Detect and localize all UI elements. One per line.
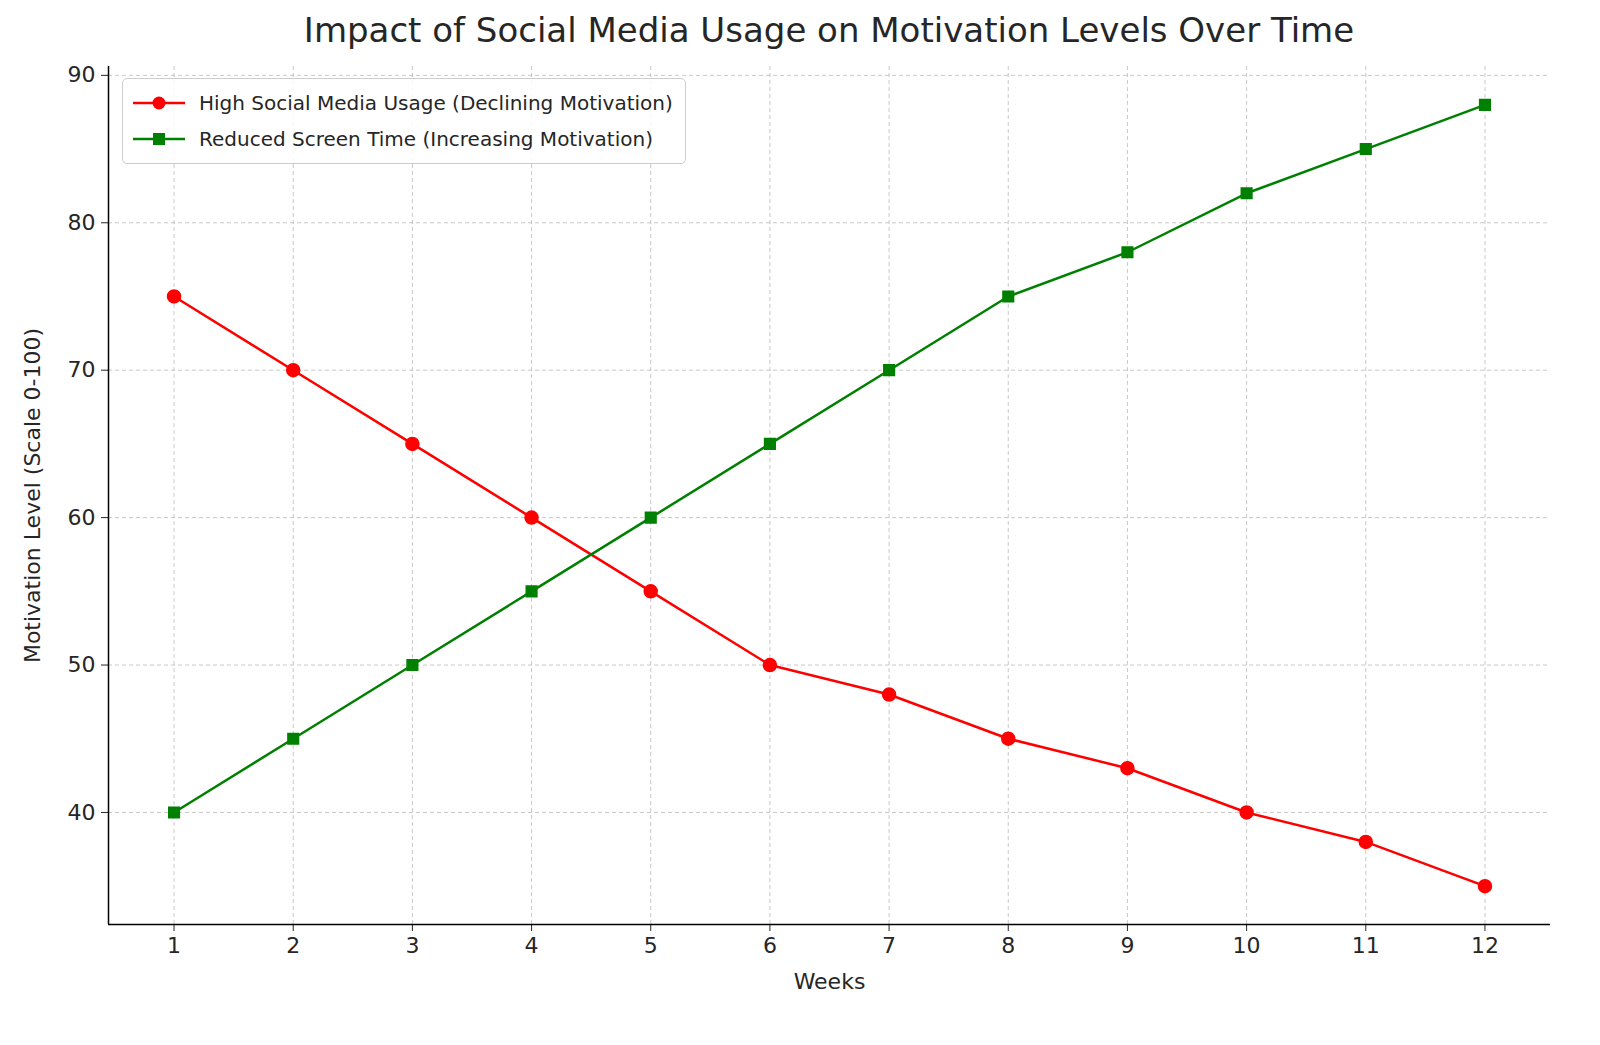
svg-text:2: 2 bbox=[286, 933, 300, 958]
svg-text:Weeks: Weeks bbox=[794, 969, 866, 994]
svg-text:60: 60 bbox=[68, 505, 96, 530]
svg-text:50: 50 bbox=[68, 652, 96, 677]
svg-text:Motivation Level (Scale 0-100): Motivation Level (Scale 0-100) bbox=[20, 328, 45, 663]
svg-text:40: 40 bbox=[68, 799, 96, 824]
svg-text:90: 90 bbox=[68, 62, 96, 87]
svg-text:4: 4 bbox=[525, 933, 539, 958]
svg-text:3: 3 bbox=[405, 933, 419, 958]
svg-text:11: 11 bbox=[1352, 933, 1380, 958]
svg-text:70: 70 bbox=[68, 357, 96, 382]
svg-text:5: 5 bbox=[644, 933, 658, 958]
svg-text:6: 6 bbox=[763, 933, 777, 958]
svg-text:9: 9 bbox=[1120, 933, 1134, 958]
svg-text:1: 1 bbox=[167, 933, 181, 958]
svg-text:10: 10 bbox=[1233, 933, 1261, 958]
svg-text:8: 8 bbox=[1001, 933, 1015, 958]
html-text:Reduced Screen Time (Increasin: Reduced Screen Time (Increasing Motivati… bbox=[199, 127, 653, 151]
html-text:Impact of Social Media Usage o: Impact of Social Media Usage on Motivati… bbox=[303, 10, 1355, 50]
html-text:High Social Media Usage (Decli: High Social Media Usage (Declining Motiv… bbox=[199, 91, 673, 115]
svg-text:12: 12 bbox=[1471, 933, 1499, 958]
svg-text:7: 7 bbox=[882, 933, 896, 958]
svg-text:80: 80 bbox=[68, 210, 96, 235]
